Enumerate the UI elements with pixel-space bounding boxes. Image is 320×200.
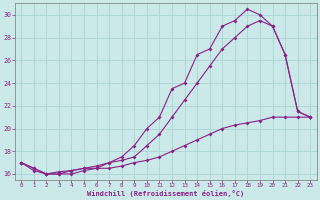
X-axis label: Windchill (Refroidissement éolien,°C): Windchill (Refroidissement éolien,°C) (87, 190, 244, 197)
